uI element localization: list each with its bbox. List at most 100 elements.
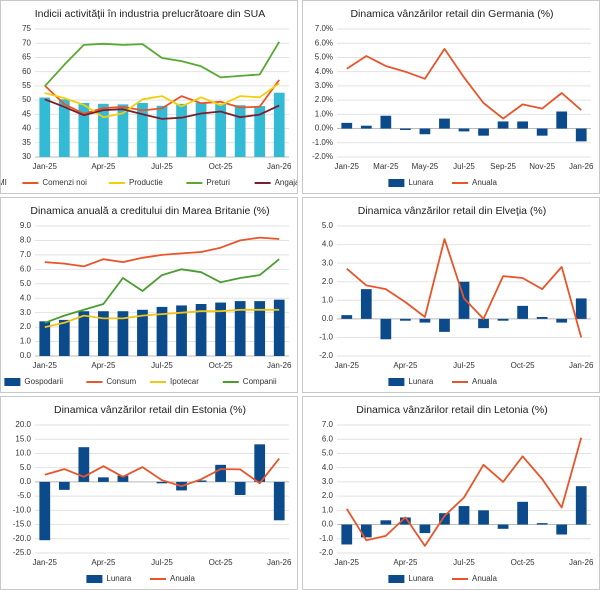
bar	[176, 103, 187, 157]
bar	[215, 103, 226, 157]
line-series	[44, 98, 280, 120]
bar	[536, 523, 548, 525]
bar	[497, 318, 509, 321]
legend-label: Lunara	[408, 574, 433, 583]
bar	[234, 301, 246, 356]
legend-item: Consum	[86, 377, 137, 386]
bar	[458, 281, 470, 319]
bar	[98, 311, 109, 356]
bar	[419, 524, 431, 534]
bar	[39, 97, 51, 157]
y-tick-label: 3.0	[20, 308, 32, 317]
legend-label: Lunara	[106, 574, 131, 583]
x-tick-label: Jan-26	[569, 558, 594, 567]
bar	[78, 311, 90, 356]
legend-label: Lunara	[408, 377, 433, 386]
chart-panel: Dinamica vânzărilor retail din Estonia (…	[0, 396, 298, 590]
bar	[117, 311, 129, 356]
legend-swatch	[388, 179, 405, 187]
bar	[58, 99, 70, 157]
y-tick-label: 6.0	[20, 264, 32, 273]
bar	[137, 309, 148, 356]
x-tick-label: Jul-25	[151, 558, 173, 567]
legend-label: Comenzi noi	[42, 178, 87, 187]
bar	[195, 480, 207, 482]
y-tick-label: 4.0	[322, 240, 334, 249]
bar	[400, 318, 411, 321]
legend-item: PMI	[1, 178, 7, 187]
chart-title: Indicii activităţii în industria prelucr…	[35, 8, 266, 20]
y-tick-label: 4.0	[322, 463, 334, 472]
x-tick-label: Jul-25	[151, 361, 173, 370]
y-tick-label: 3.0	[322, 477, 334, 486]
chart-title: Dinamica vânzărilor retail din Germania …	[350, 8, 553, 20]
line-series	[44, 258, 280, 324]
legend-item: Lunara	[86, 574, 132, 583]
y-tick-label: 55	[22, 81, 31, 90]
x-tick-label: Jul-25	[453, 361, 475, 370]
x-tick-label: Jul-25	[453, 162, 475, 171]
legend-item: Lunara	[388, 377, 434, 386]
y-tick-label: 1.0	[322, 295, 334, 304]
chart-panel: Dinamica vânzărilor retail din Elveţia (…	[302, 197, 600, 393]
bar	[478, 128, 489, 136]
bar	[575, 486, 587, 525]
legend-label: Gospodarii	[24, 377, 63, 386]
line-series	[346, 48, 582, 120]
chart-title: Dinamica vânzărilor retail din Elveţia (…	[358, 205, 546, 217]
y-tick-label: 6.0	[322, 434, 334, 443]
y-tick-label: -2.0	[319, 351, 333, 360]
bar	[156, 105, 168, 157]
legend-label: Angajati	[275, 178, 298, 187]
y-tick-label: 3.0%	[315, 81, 333, 90]
legend-label: Anuala	[472, 574, 497, 583]
x-tick-label: Oct-25	[209, 361, 234, 370]
y-tick-label: 0.0	[322, 520, 334, 529]
bar	[400, 128, 411, 130]
y-tick-label: 5.0	[322, 221, 334, 230]
legend-label: Productie	[129, 178, 163, 187]
x-tick-label: Jul-25	[453, 558, 475, 567]
line-series	[346, 238, 583, 338]
line-series	[346, 437, 583, 547]
bar	[156, 481, 168, 484]
x-tick-label: Oct-25	[209, 162, 234, 171]
x-tick-label: Jul-25	[151, 162, 173, 171]
line-series	[44, 236, 280, 268]
y-tick-label: 75	[22, 24, 31, 33]
x-tick-label: Nov-25	[529, 162, 555, 171]
bar	[380, 318, 392, 340]
legend-item: Productie	[109, 178, 163, 187]
bar	[234, 481, 246, 495]
x-tick-label: Jan-25	[33, 558, 58, 567]
y-tick-label: 2.0%	[315, 95, 333, 104]
y-tick-label: 0.0%	[315, 124, 333, 133]
bar	[254, 444, 266, 482]
bar	[517, 121, 528, 129]
legend-label: Preturi	[206, 178, 230, 187]
y-tick-label: -10.0	[13, 505, 32, 514]
bar	[215, 464, 226, 482]
bar	[458, 506, 470, 525]
y-tick-label: -15.0	[13, 520, 32, 529]
chart-title: Dinamica vânzărilor retail din Letonia (…	[356, 404, 547, 416]
bar	[556, 318, 568, 323]
y-tick-label: 15.0	[15, 434, 31, 443]
bar	[215, 302, 226, 356]
y-tick-label: 1.0	[322, 505, 334, 514]
x-tick-label: Oct-25	[511, 558, 536, 567]
y-tick-label: 2.0	[20, 322, 32, 331]
bar-series	[341, 281, 587, 340]
bar	[380, 520, 392, 525]
y-tick-label: 10.0	[15, 449, 31, 458]
y-tick-label: 5.0	[20, 279, 32, 288]
y-tick-label: 45	[22, 109, 31, 118]
bar	[556, 524, 568, 535]
legend-item: Companii	[222, 377, 277, 386]
line-series	[44, 82, 280, 119]
bar	[360, 125, 372, 129]
bar	[478, 318, 489, 329]
y-tick-label: 4.0	[20, 293, 32, 302]
bar	[517, 501, 528, 525]
y-tick-label: 0.0	[20, 477, 32, 486]
